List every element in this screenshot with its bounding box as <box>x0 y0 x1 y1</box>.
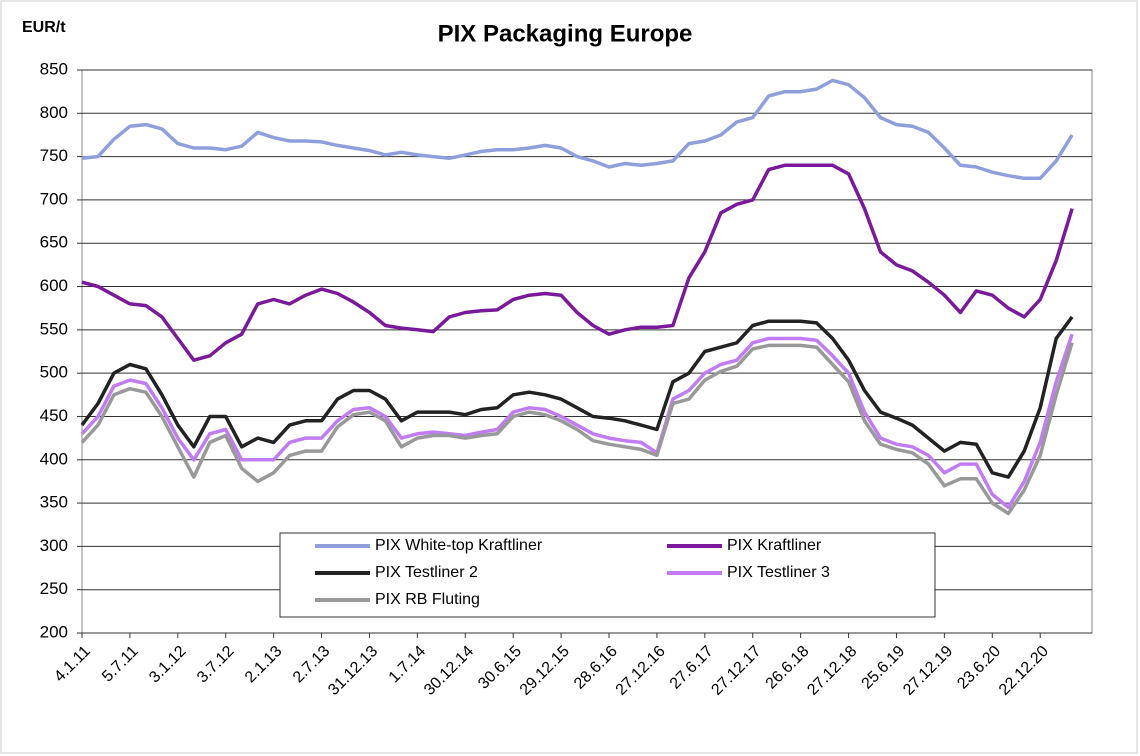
y-tick-label: 350 <box>40 493 68 512</box>
y-tick-label: 800 <box>40 103 68 122</box>
legend-label: PIX White-top Kraftliner <box>375 537 543 554</box>
y-tick-label: 750 <box>40 146 68 165</box>
series-line <box>80 315 1074 479</box>
y-tick-label: 600 <box>40 276 68 295</box>
y-tick-label: 200 <box>40 622 68 641</box>
y-tick-label: 550 <box>40 319 68 338</box>
y-tick-label: 400 <box>40 449 68 468</box>
legend-label: PIX Testliner 2 <box>375 564 478 581</box>
series-line <box>80 333 1074 510</box>
series-line <box>81 78 1074 181</box>
y-tick-label: 450 <box>40 406 68 425</box>
chart-title: PIX Packaging Europe <box>438 20 693 47</box>
legend-label: PIX Kraftliner <box>727 537 822 554</box>
y-tick-label: 500 <box>40 363 68 382</box>
legend-box <box>279 532 936 618</box>
y-tick-label: 300 <box>40 536 68 555</box>
y-tick-label: 700 <box>40 189 68 208</box>
legend-label: PIX RB Fluting <box>375 591 480 608</box>
series-line <box>81 163 1074 362</box>
y-axis-label: EUR/t <box>22 19 66 36</box>
legend-label: PIX Testliner 3 <box>727 564 830 581</box>
y-tick-label: 650 <box>40 233 68 252</box>
series-line <box>80 342 1074 516</box>
y-tick-label: 850 <box>40 59 68 78</box>
y-tick-label: 250 <box>40 579 68 598</box>
